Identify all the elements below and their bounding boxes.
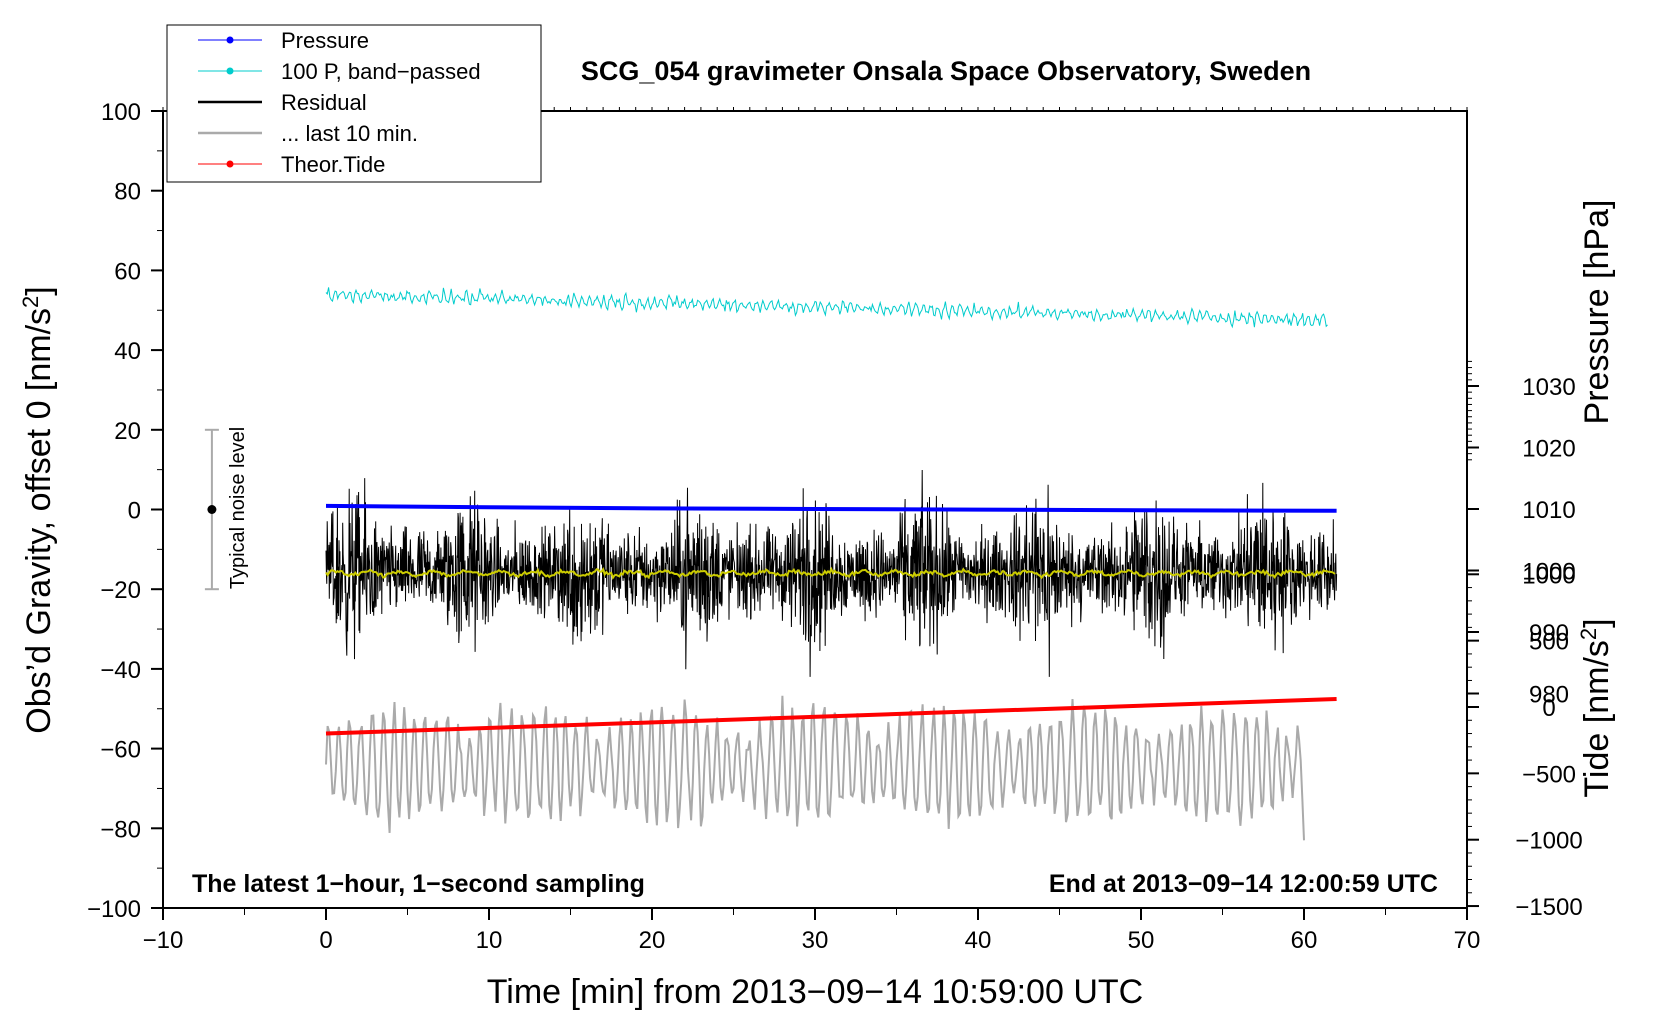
noise-level-indicator <box>204 428 219 591</box>
legend-label: Theor.Tide <box>281 152 385 177</box>
pressure-tick-label: 1010 <box>1522 497 1575 524</box>
series-last-10-min-line <box>325 695 1305 841</box>
tide-tick-label: 1000 <box>1522 562 1575 589</box>
x-tick-label: 50 <box>1128 927 1155 954</box>
pressure-tick-label: 980 <box>1529 682 1569 709</box>
series-tide-line <box>325 697 1337 736</box>
x-tick-label: −10 <box>143 927 184 954</box>
y-axis-title-left-sup: 2 <box>18 296 43 308</box>
y-axis-title-left: Obs’d Gravity, offset 0 [nm/s2] <box>18 286 58 733</box>
y-axis-title-left-text: Obs’d Gravity, offset 0 [nm/s <box>20 308 58 734</box>
legend-label: Pressure <box>281 28 369 53</box>
legend-swatch-dot <box>226 160 234 168</box>
ticks-layer: −10 0 10 20 30 40 50 60 70−100−80−60−40−20020406… <box>87 99 1583 954</box>
series-residual-line <box>325 469 1338 677</box>
y-tick-label: 60 <box>114 258 141 285</box>
x-tick-label: 40 <box>965 927 992 954</box>
noise-bar-center-dot <box>207 505 217 514</box>
legend-box <box>166 24 542 183</box>
y-tick-label: −100 <box>87 896 141 923</box>
y-axis-title-tide-end: ] <box>1578 618 1616 627</box>
pressure-tick-label: 1030 <box>1522 374 1575 401</box>
annotation-left: The latest 1−hour, 1−second sampling <box>192 870 645 898</box>
y-axis-title-tide-sup: 2 <box>1576 628 1601 640</box>
tide-tick-label: −1000 <box>1515 828 1582 855</box>
annotation-right: End at 2013−09−14 12:00:59 UTC <box>1049 870 1438 898</box>
x-tick-label: 60 <box>1291 927 1318 954</box>
legend-swatch-dot <box>226 36 234 44</box>
y-tick-label: 100 <box>101 99 141 126</box>
y-tick-label: 40 <box>114 338 141 365</box>
legend-label: 100 P, band−passed <box>281 59 481 84</box>
legend: Pressure 100 P, band−passed Residual ... la… <box>166 24 542 183</box>
y-tick-label: 20 <box>114 418 141 445</box>
chart-title: SCG_054 gravimeter Onsala Space Observat… <box>581 56 1311 86</box>
y-tick-label: 0 <box>128 498 141 525</box>
pressure-tick-label: 990 <box>1529 620 1569 647</box>
y-tick-label: −80 <box>100 816 141 843</box>
pressure-tick-label: 1020 <box>1522 436 1575 463</box>
x-tick-label: 30 <box>802 927 829 954</box>
y-axis-title-tide-text: Tide [nm/s <box>1578 640 1616 797</box>
tide-tick-label: −1500 <box>1515 894 1582 921</box>
y-tick-label: −40 <box>100 657 141 684</box>
series-residual-smoothed-line <box>325 566 1336 580</box>
series-layer <box>325 287 1338 841</box>
tide-tick-label: 0 <box>1542 695 1555 722</box>
y-tick-label: −60 <box>100 737 141 764</box>
legend-swatch-dot <box>226 67 234 75</box>
series-pressure-line <box>325 503 1337 513</box>
y-tick-label: 80 <box>114 179 141 206</box>
legend-label: ... last 10 min. <box>281 121 418 146</box>
x-tick-label: 0 <box>319 927 332 954</box>
y-axis-title-tide: Tide [nm/s2] <box>1576 618 1616 797</box>
series-band-passed-pressure-line <box>325 287 1328 329</box>
legend-entries: Pressure 100 P, band−passed Residual ... la… <box>198 28 481 177</box>
legend-label: Residual <box>281 90 367 115</box>
y-axis-title-left-end: ] <box>20 286 58 295</box>
x-tick-label: 20 <box>639 927 666 954</box>
tide-tick-label: −500 <box>1522 761 1576 788</box>
y-axis-title-pressure: Pressure [hPa] <box>1578 200 1616 425</box>
x-axis-title: Time [min] from 2013−09−14 10:59:00 UTC <box>487 973 1143 1011</box>
y-tick-label: −20 <box>100 577 141 604</box>
x-tick-label: 70 <box>1454 927 1481 954</box>
x-tick-label: 10 <box>476 927 503 954</box>
tide-tick-label: 500 <box>1529 629 1569 656</box>
noise-level-label: Typical noise level <box>227 427 249 589</box>
pressure-tick-label: 1000 <box>1522 559 1575 586</box>
